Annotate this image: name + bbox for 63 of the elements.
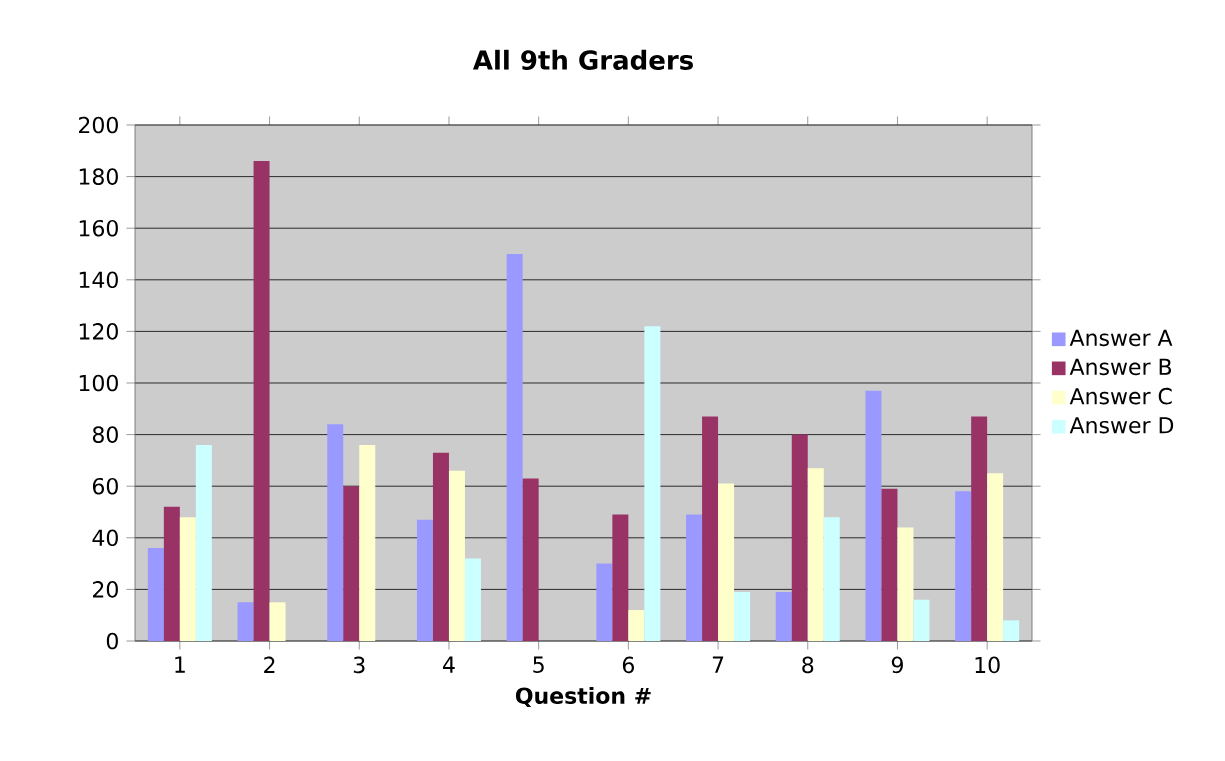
bar: [897, 527, 914, 641]
bar: [628, 610, 645, 641]
y-tick-label: 120: [79, 323, 118, 340]
x-tick-label: 8: [802, 656, 814, 674]
legend-label: Answer C: [1069, 387, 1172, 405]
x-tick-label: 4: [443, 656, 455, 673]
bar: [269, 602, 286, 641]
bar: [791, 434, 808, 641]
bar: [343, 486, 360, 641]
bar: [163, 506, 180, 641]
bar: [644, 326, 661, 641]
bar: [179, 517, 196, 641]
bar: [686, 514, 703, 641]
x-tick-label: 3: [353, 656, 365, 674]
bar: [955, 491, 972, 641]
x-tick-label: 1: [175, 656, 185, 673]
bar: [432, 452, 449, 641]
chart-title: All 9th Graders: [472, 49, 693, 70]
bar: [1003, 620, 1020, 641]
bar: [448, 470, 465, 641]
bar: [865, 390, 882, 641]
legend-label: Answer A: [1069, 329, 1173, 347]
bar: [807, 468, 824, 641]
bar: [359, 444, 376, 641]
y-tick-label: 20: [93, 581, 118, 598]
legend-label: Answer D: [1069, 417, 1174, 434]
legend-label: Answer B: [1069, 358, 1172, 376]
x-tick-label: 7: [712, 656, 724, 673]
bar: [971, 416, 988, 641]
bar: [734, 591, 751, 641]
y-tick-label: 40: [92, 529, 118, 547]
bar: [702, 416, 719, 641]
bar: [416, 519, 433, 641]
bar: [147, 548, 164, 641]
bar: [823, 517, 840, 641]
bar: [506, 254, 523, 641]
y-tick-label: 60: [92, 477, 118, 495]
x-axis-title: Question #: [515, 686, 651, 707]
bar: [881, 488, 898, 641]
bar: [327, 424, 344, 641]
y-tick-label: 80: [92, 426, 118, 443]
x-tick-label: 6: [622, 656, 634, 674]
bar: [718, 483, 735, 641]
bar: [913, 599, 930, 641]
bar: [237, 602, 254, 641]
y-tick-label: 0: [106, 632, 118, 650]
y-tick-label: 200: [79, 116, 118, 134]
x-tick-label: 10: [975, 656, 1000, 674]
bar: [522, 478, 539, 641]
bar: [775, 591, 792, 641]
bar: [987, 473, 1004, 641]
y-tick-label: 100: [79, 374, 118, 392]
y-tick-label: 160: [79, 219, 118, 237]
bar: [596, 563, 613, 641]
y-tick-label: 140: [79, 271, 118, 289]
y-tick-label: 180: [79, 168, 118, 185]
bar: [195, 444, 212, 641]
x-tick-label: 2: [264, 656, 275, 673]
bar: [464, 558, 481, 641]
bar: [612, 514, 629, 641]
x-tick-label: 9: [891, 656, 903, 674]
bar: [253, 161, 270, 641]
x-tick-label: 5: [533, 656, 544, 673]
